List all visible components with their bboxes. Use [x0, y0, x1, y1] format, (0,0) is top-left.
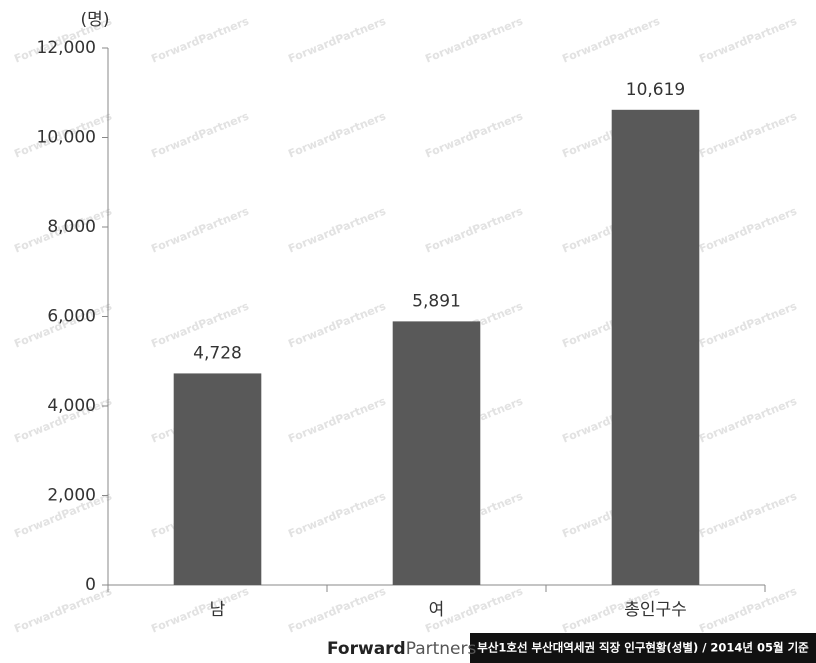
footer-brand-box: [316, 633, 470, 663]
y-tick-label: 10,000: [37, 128, 96, 148]
watermark: ForwardPartners: [149, 584, 251, 635]
brand-bold: Forward: [327, 639, 406, 659]
watermark: ForwardPartners: [560, 14, 662, 65]
watermark: ForwardPartners: [286, 204, 388, 255]
y-tick-label: 12,000: [37, 38, 96, 58]
watermark: ForwardPartners: [697, 299, 799, 350]
x-tick-label: 총인구수: [624, 600, 687, 620]
watermark: ForwardPartners: [286, 394, 388, 445]
y-tick-label: 2,000: [47, 486, 96, 506]
y-tick-label: 4,000: [47, 396, 96, 416]
watermark: ForwardPartners: [286, 584, 388, 635]
watermark: ForwardPartners: [697, 109, 799, 160]
bar: [611, 109, 700, 586]
y-tick-label: 8,000: [47, 217, 96, 237]
value-label: 10,619: [626, 80, 685, 100]
footer-caption-box: [470, 633, 816, 663]
watermark: ForwardPartners: [286, 14, 388, 65]
footer-brand: ForwardPartners: [327, 639, 477, 659]
y-tick-label: 6,000: [47, 307, 96, 327]
watermark: ForwardPartners: [149, 204, 251, 255]
watermark: ForwardPartners: [286, 109, 388, 160]
y-tick-label: 0: [85, 575, 96, 595]
watermark: ForwardPartners: [286, 489, 388, 540]
watermark: ForwardPartners: [697, 489, 799, 540]
watermark: ForwardPartners: [697, 394, 799, 445]
watermark: ForwardPartners: [423, 204, 525, 255]
watermark: ForwardPartners: [149, 109, 251, 160]
watermark: ForwardPartners: [423, 109, 525, 160]
watermark: ForwardPartners: [149, 14, 251, 65]
bar: [392, 321, 481, 585]
y-axis-label: (명): [81, 10, 110, 30]
x-tick-label: 여: [429, 600, 445, 620]
value-label: 4,728: [193, 343, 242, 363]
x-tick-label: 남: [210, 600, 226, 620]
footer-caption: 부산1호선 부산대역세권 직장 인구현황(성별) / 2014년 05월 기준: [477, 641, 809, 655]
brand-light: Partners: [406, 639, 477, 659]
bar: [173, 373, 262, 585]
watermark: ForwardPartners: [423, 14, 525, 65]
value-label: 5,891: [412, 291, 461, 311]
watermark: ForwardPartners: [697, 14, 799, 65]
watermark: ForwardPartners: [697, 204, 799, 255]
watermark: ForwardPartners: [12, 584, 114, 635]
watermark: ForwardPartners: [286, 299, 388, 350]
watermark: ForwardPartners: [697, 584, 799, 635]
